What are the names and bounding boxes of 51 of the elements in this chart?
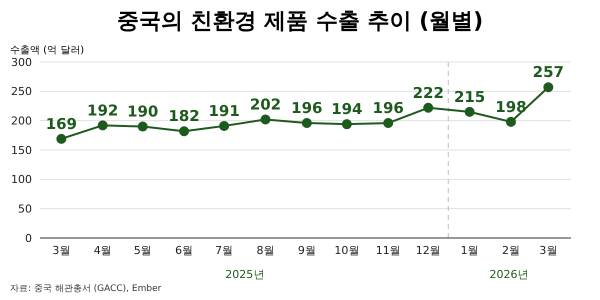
x-tick-label: 3월 [539,244,558,257]
x-tick-label: 10월 [334,244,360,257]
y-tick-label: 150 [11,144,32,157]
point [98,120,108,130]
data-label: 196 [291,99,322,118]
data-label: 257 [532,63,564,82]
data-label: 198 [495,98,527,116]
x-tick-label: 1월 [460,244,479,257]
x-tick-label: 12월 [416,244,441,257]
y-axis-title: 수출액 (억 달러) [10,44,84,57]
point [383,118,394,128]
x-tick-label: 3월 [52,244,70,257]
point [179,126,190,136]
data-label: 192 [87,101,118,120]
y-tick-label: 300 [11,56,32,69]
data-label: 169 [46,114,78,133]
y-tick-label: 250 [11,85,32,98]
point [219,120,230,131]
data-label: 191 [208,102,240,120]
data-label: 222 [412,84,444,102]
data-label: 202 [250,95,282,114]
x-tick-label: 4월 [94,244,112,257]
point [56,134,66,144]
data-label: 196 [372,99,404,118]
x-tick-label: 7월 [215,244,234,257]
chart-title: 중국의 친환경 제품 수출 추이 (월별) [116,8,484,36]
point [506,116,516,127]
data-label: 194 [331,100,363,118]
text: 2026년 [489,268,528,281]
y-tick-label: 200 [11,114,32,128]
data-label: 215 [454,88,486,106]
point [138,122,148,132]
y-tick-label: 0 [25,232,32,245]
x-tick-label: 2월 [502,244,520,257]
point [423,102,434,113]
point [302,118,312,128]
data-label: 190 [127,102,158,121]
data-label: 182 [168,107,200,126]
x-tick-label: 8월 [256,244,274,257]
x-tick-label: 5월 [134,244,152,257]
point [342,119,352,130]
y-tick-label: 100 [11,173,32,186]
x-tick-label: 6월 [175,244,194,257]
y-tick-label: 50 [18,202,32,216]
point [260,114,270,124]
text: 자료: 중국 해관총서 (GACC), Ember [10,283,162,295]
x-tick-label: 9월 [298,244,316,257]
x-tick-label: 11월 [376,244,401,257]
point [543,82,554,92]
point [464,106,475,117]
text: 2025년 [225,268,264,281]
